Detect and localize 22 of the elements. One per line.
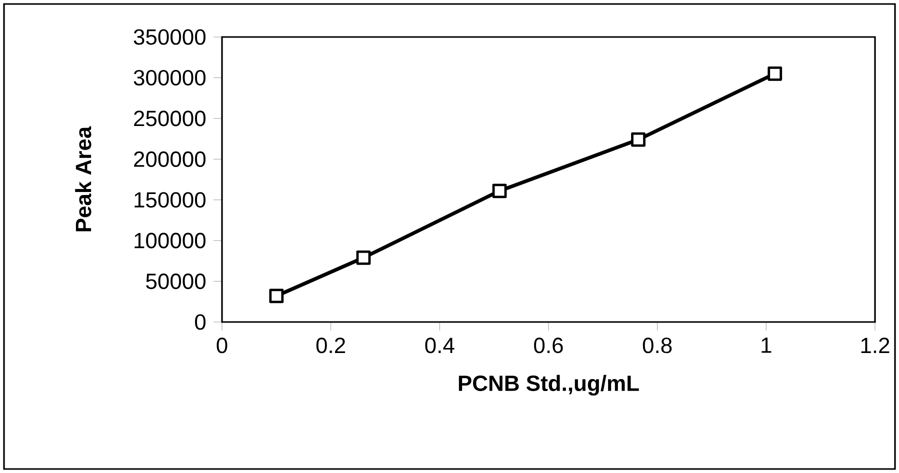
point xyxy=(356,250,371,265)
y-tick-label: 100000 xyxy=(134,232,206,248)
y-axis-title: Peak Area xyxy=(75,126,92,232)
x-tick-label: 0.2 xyxy=(316,338,346,354)
y-tick-label: 50000 xyxy=(146,274,206,290)
point xyxy=(631,132,646,147)
y-tick-label: 250000 xyxy=(134,110,206,126)
y-tick-label: 150000 xyxy=(134,192,206,208)
x-tick-label: 0.6 xyxy=(534,338,563,354)
y-tick-label: 200000 xyxy=(134,151,206,167)
y-tick-label: 0 xyxy=(195,314,206,330)
x-axis-title: PCNB Std.,ug/mL xyxy=(458,374,639,396)
y-tick-label: 350000 xyxy=(134,29,206,45)
y-tick-label: 300000 xyxy=(134,70,206,86)
x-tick-label: 1 xyxy=(762,338,772,353)
x-tick-label: 0 xyxy=(216,338,228,354)
x-tick-label: 0.4 xyxy=(425,338,454,354)
point xyxy=(492,184,507,198)
x-tick-label: 0.8 xyxy=(642,338,672,354)
point xyxy=(768,66,782,81)
x-tick-label: 1.2 xyxy=(861,338,890,353)
point xyxy=(269,288,284,304)
